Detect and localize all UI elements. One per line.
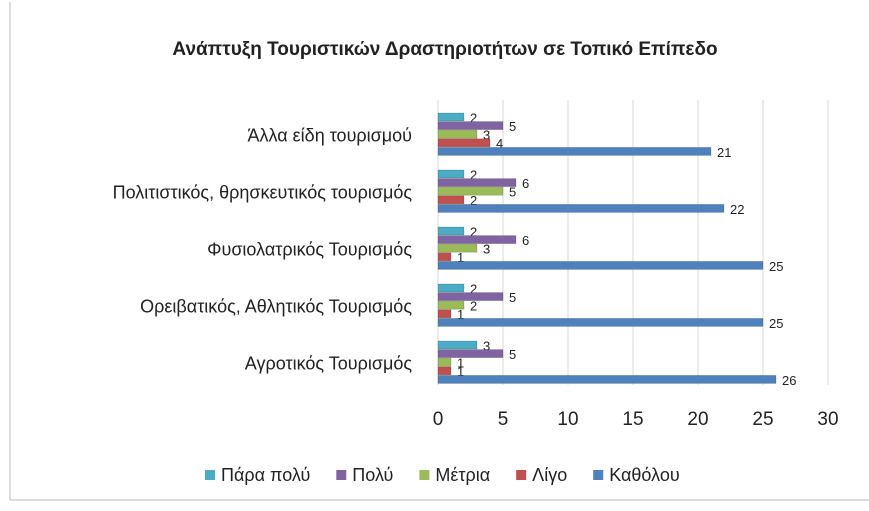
legend-label: Πολύ xyxy=(352,465,393,485)
data-label: 4 xyxy=(496,136,503,151)
x-tick-label: 25 xyxy=(752,409,773,430)
data-label: 2 xyxy=(470,281,477,296)
data-label: 5 xyxy=(509,185,516,200)
y-tick-label: Φυσιολατρικός Τουρισμός xyxy=(207,239,412,259)
legend-swatch xyxy=(205,470,215,480)
bar xyxy=(437,138,491,148)
data-label: 5 xyxy=(509,290,516,305)
x-tick-label: 30 xyxy=(817,409,838,430)
bar xyxy=(437,129,478,139)
y-tick-label: Πολιτιστικός, θρησκευτικός τουρισμός xyxy=(113,182,413,202)
data-label: 1 xyxy=(457,356,464,371)
bar xyxy=(437,300,465,310)
bar xyxy=(437,204,725,213)
legend-swatch xyxy=(516,470,527,480)
data-label: 26 xyxy=(782,373,796,388)
x-tick-label: 0 xyxy=(433,409,444,430)
x-tick-label: 20 xyxy=(687,409,708,430)
y-tick-label: Αγροτικός Τουρισμός xyxy=(245,353,413,373)
x-tick-label: 10 xyxy=(557,409,578,430)
data-label: 2 xyxy=(470,167,477,182)
data-label: 2 xyxy=(470,224,477,239)
bar xyxy=(437,349,504,358)
legend-swatch xyxy=(336,470,347,480)
data-label: 22 xyxy=(730,202,744,217)
bar xyxy=(437,195,465,205)
bar xyxy=(437,340,478,350)
bar xyxy=(437,357,452,367)
legend-swatch xyxy=(593,470,604,480)
bar xyxy=(437,235,517,244)
bar xyxy=(437,178,517,187)
data-label: 3 xyxy=(483,128,490,143)
x-tick-label: 15 xyxy=(622,409,643,430)
legend-label: Λίγο xyxy=(532,465,567,485)
legend-label: Μέτρια xyxy=(435,465,490,485)
data-label: 25 xyxy=(769,259,783,274)
data-label: 5 xyxy=(509,119,516,134)
data-label: 3 xyxy=(483,338,490,353)
bar xyxy=(437,147,712,156)
data-label: 3 xyxy=(483,242,490,257)
data-label: 21 xyxy=(717,145,731,160)
y-tick-label: Ορειβατικός, Αθλητικός Τουρισμός xyxy=(140,296,412,316)
bar xyxy=(437,252,452,262)
data-label: 1 xyxy=(457,250,464,265)
bar xyxy=(437,112,465,122)
data-label: 1 xyxy=(457,307,464,322)
data-label: 2 xyxy=(470,110,477,125)
legend-label: Καθόλου xyxy=(609,465,679,485)
data-label: 5 xyxy=(509,347,516,362)
bar xyxy=(437,366,452,376)
bar xyxy=(437,261,764,270)
data-label: 2 xyxy=(470,193,477,208)
x-tick-label: 5 xyxy=(498,409,509,430)
bar xyxy=(437,292,504,301)
data-label: 25 xyxy=(769,316,783,331)
chart-title: Ανάπτυξη Τουριστικών Δραστηριοτήτων σε Τ… xyxy=(172,39,717,60)
bar xyxy=(437,318,764,327)
data-label: 6 xyxy=(522,233,529,248)
bar xyxy=(437,243,478,253)
data-label: 1 xyxy=(457,364,464,379)
bar xyxy=(437,309,452,319)
y-tick-label: Άλλα είδη τουρισμού xyxy=(248,125,413,145)
bar xyxy=(437,283,465,293)
legend-label: Πάρα πολύ xyxy=(221,465,310,485)
legend-swatch xyxy=(419,470,430,480)
bar xyxy=(437,186,504,196)
data-label: 2 xyxy=(470,299,477,314)
bar xyxy=(437,375,777,384)
bar xyxy=(437,169,465,179)
bar xyxy=(437,226,465,236)
bar xyxy=(437,121,504,130)
data-label: 6 xyxy=(522,176,529,191)
